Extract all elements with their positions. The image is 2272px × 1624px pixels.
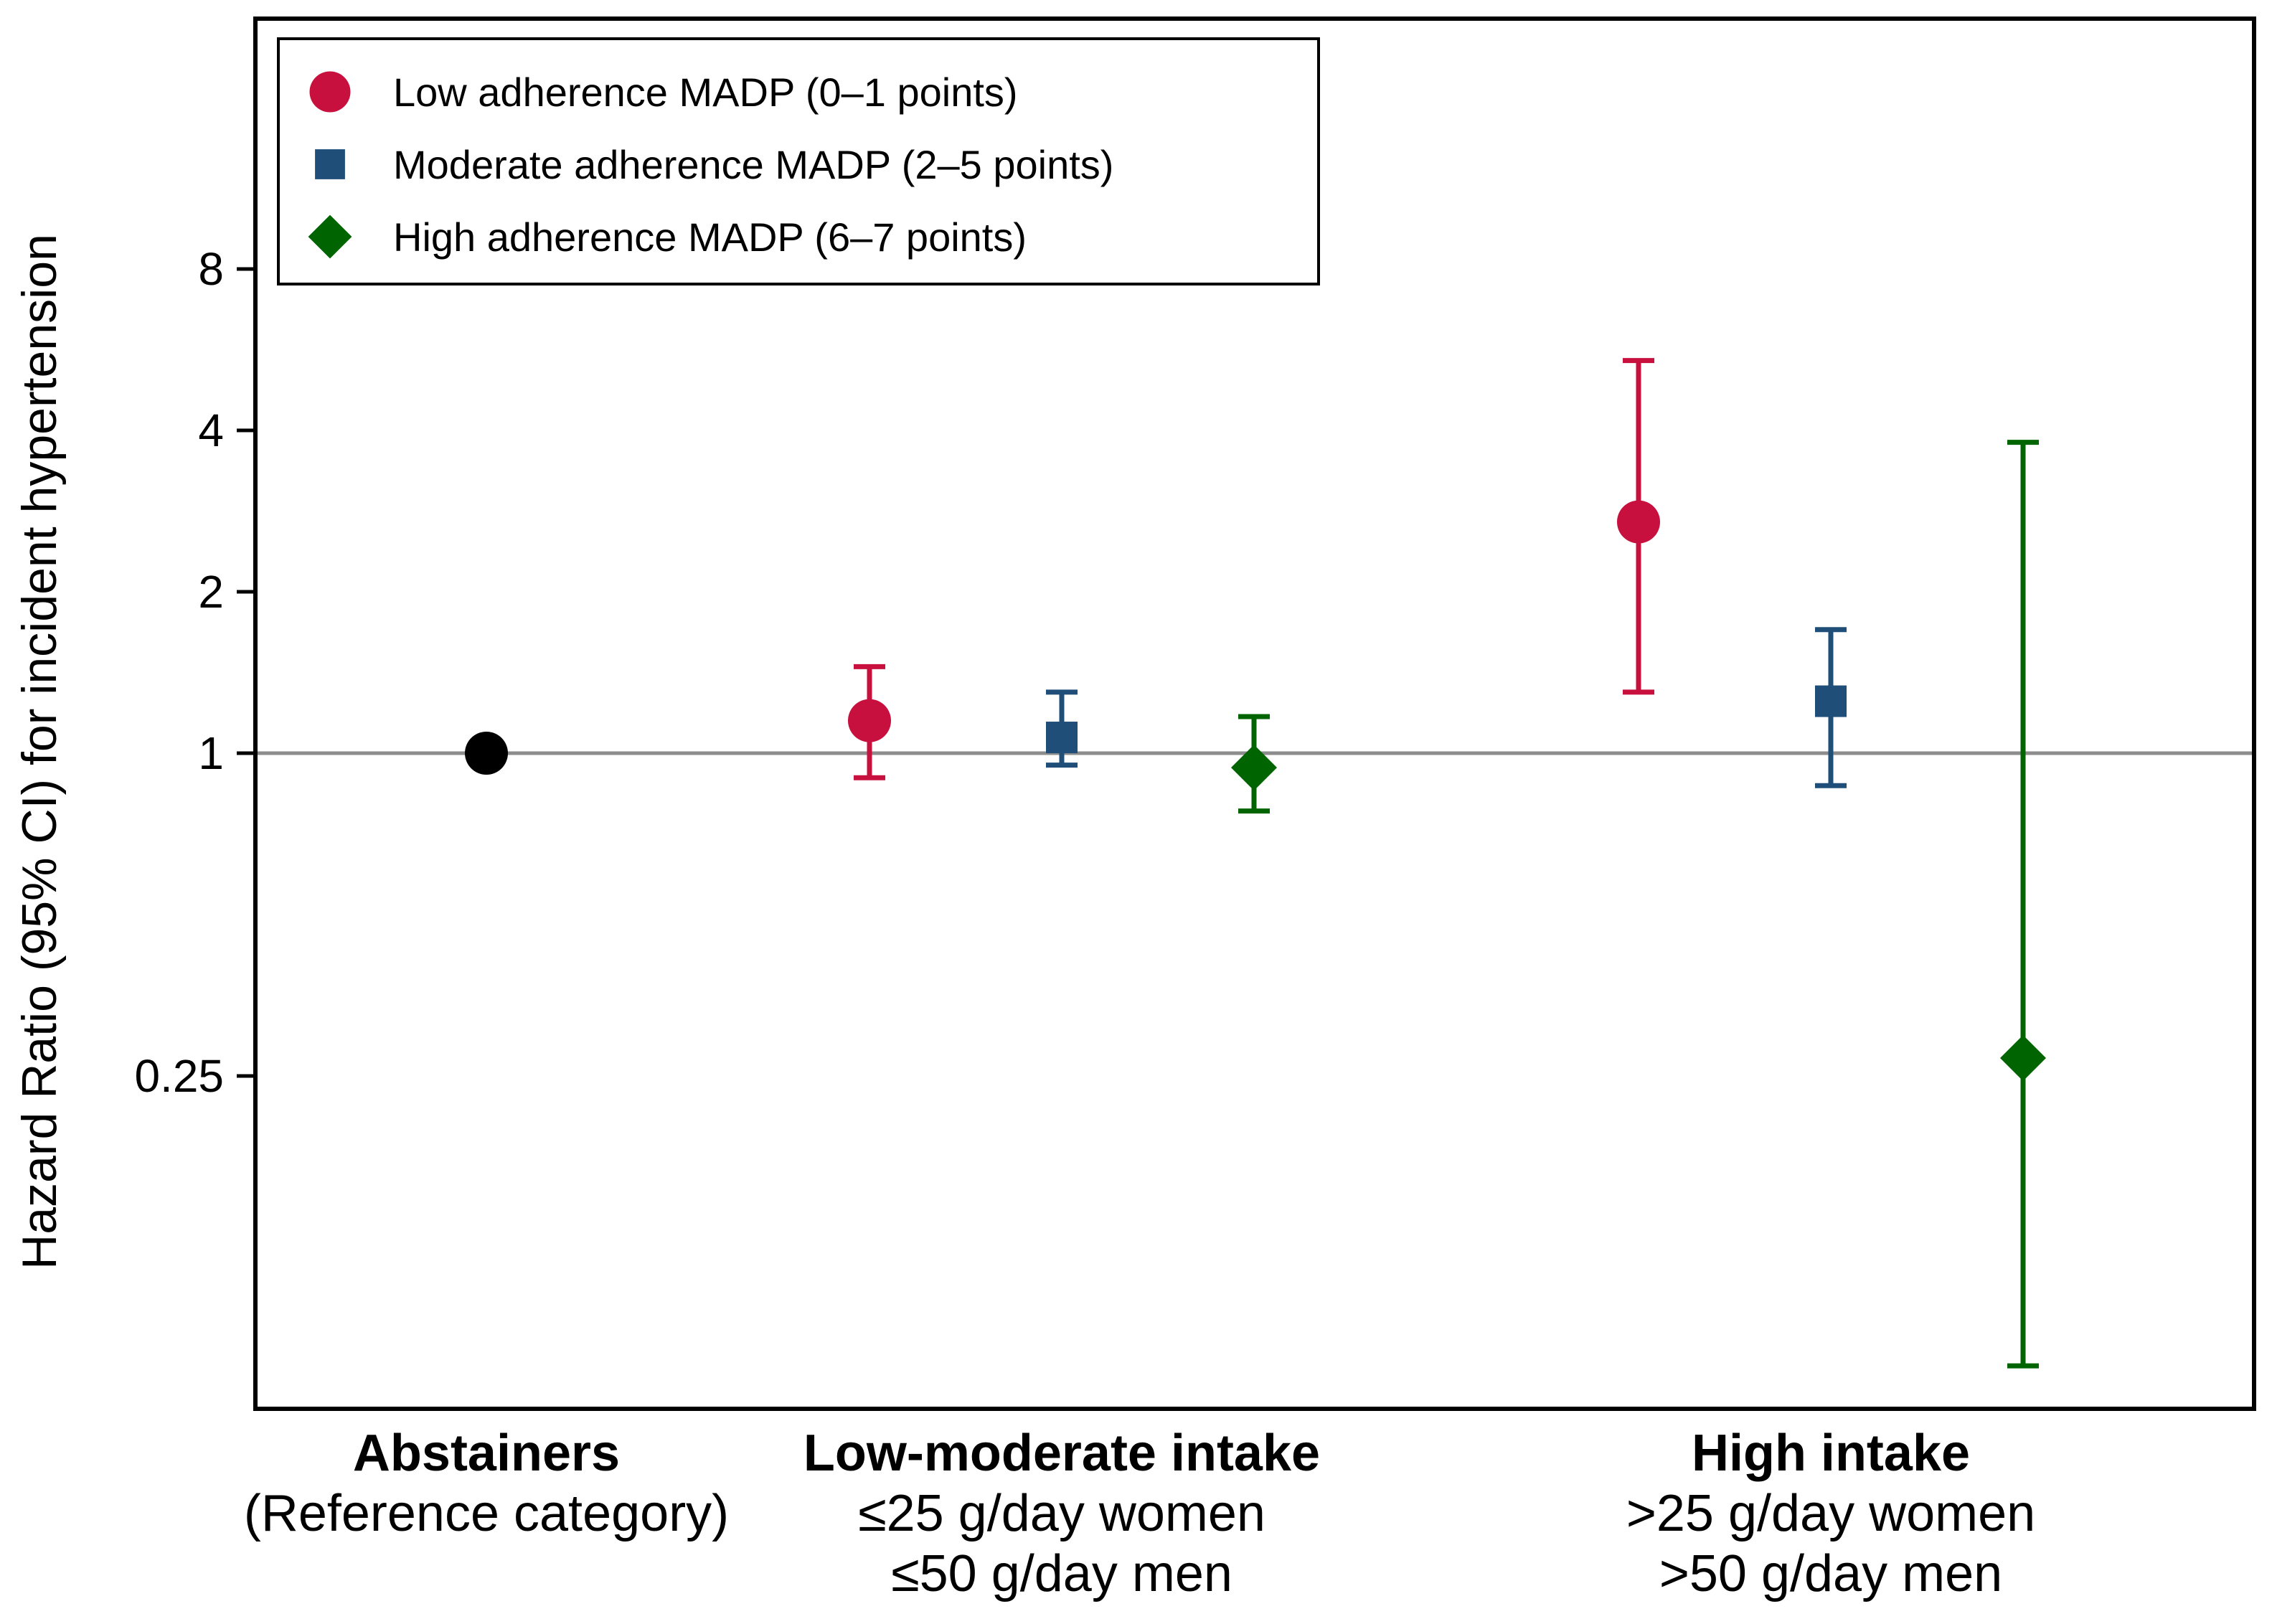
y-tick-label: 4 bbox=[198, 405, 224, 456]
point-estimate-marker bbox=[848, 699, 891, 742]
data-point-group bbox=[1231, 714, 1277, 814]
point-estimate-marker bbox=[1617, 500, 1660, 544]
point-estimate-marker bbox=[1046, 722, 1078, 754]
legend: Low adherence MADP (0–1 points) Moderate … bbox=[277, 37, 1320, 285]
category-title: High intake bbox=[1692, 1425, 1970, 1482]
legend-entry-label: Low adherence MADP (0–1 points) bbox=[393, 70, 1018, 115]
category-subtitle: >50 g/day men bbox=[1659, 1545, 2002, 1602]
data-point-group bbox=[848, 664, 891, 780]
legend-box bbox=[277, 37, 1320, 285]
data-point-group bbox=[1046, 689, 1078, 768]
category-title: Low-moderate intake bbox=[803, 1425, 1320, 1482]
legend-marker bbox=[315, 149, 345, 179]
category-subtitle: ≤25 g/day women bbox=[858, 1485, 1265, 1542]
y-tick-label: 8 bbox=[198, 243, 224, 295]
y-axis: 0.25 1 2 4 8 bbox=[134, 243, 255, 1102]
point-estimate-marker bbox=[1815, 685, 1847, 717]
category-subtitle: ≤50 g/day men bbox=[891, 1545, 1232, 1602]
y-axis-label: Hazard Ratio (95% CI) for incident hyper… bbox=[12, 234, 67, 1270]
point-estimate-marker bbox=[1231, 745, 1277, 791]
reference-point-abstainers bbox=[465, 732, 508, 775]
legend-marker bbox=[309, 71, 351, 113]
legend-marker bbox=[308, 214, 352, 259]
point-estimate-marker bbox=[2000, 1035, 2046, 1082]
legend-entry-label: High adherence MADP (6–7 points) bbox=[393, 214, 1027, 260]
data-marks bbox=[465, 358, 2046, 1369]
data-point-group bbox=[1815, 627, 1847, 788]
category-title: Abstainers bbox=[353, 1425, 620, 1482]
y-tick-label: 1 bbox=[198, 727, 224, 779]
y-tick-label: 2 bbox=[198, 566, 224, 618]
y-tick-label: 0.25 bbox=[134, 1050, 224, 1102]
data-point-group bbox=[2000, 440, 2046, 1369]
x-axis-category-labels: Abstainers(Reference category) Low-modera… bbox=[244, 1425, 2035, 1602]
data-point-group bbox=[1617, 358, 1660, 695]
category-subtitle: >25 g/day women bbox=[1626, 1485, 2035, 1542]
legend-entry-label: Moderate adherence MADP (2–5 points) bbox=[393, 142, 1113, 187]
plot-frame bbox=[253, 16, 2256, 1411]
category-subtitle: (Reference category) bbox=[244, 1485, 729, 1542]
